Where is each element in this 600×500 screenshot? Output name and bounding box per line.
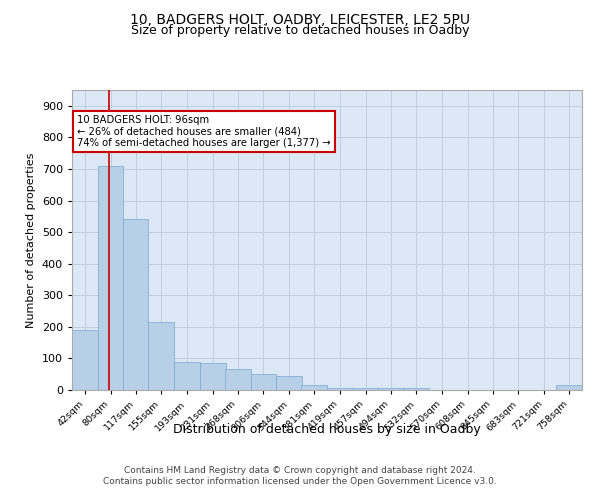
Bar	[353, 388, 379, 390]
Text: Distribution of detached houses by size in Oadby: Distribution of detached houses by size …	[173, 422, 481, 436]
Text: 10 BADGERS HOLT: 96sqm
← 26% of detached houses are smaller (484)
74% of semi-de: 10 BADGERS HOLT: 96sqm ← 26% of detached…	[77, 116, 331, 148]
Bar	[200, 363, 226, 390]
Bar	[98, 166, 124, 390]
Bar	[174, 362, 200, 390]
Bar	[556, 386, 582, 390]
Text: Contains public sector information licensed under the Open Government Licence v3: Contains public sector information licen…	[103, 478, 497, 486]
Text: Size of property relative to detached houses in Oadby: Size of property relative to detached ho…	[131, 24, 469, 37]
Y-axis label: Number of detached properties: Number of detached properties	[26, 152, 36, 328]
Bar	[225, 370, 251, 390]
Bar	[403, 388, 429, 390]
Bar	[72, 330, 98, 390]
Text: 10, BADGERS HOLT, OADBY, LEICESTER, LE2 5PU: 10, BADGERS HOLT, OADBY, LEICESTER, LE2 …	[130, 12, 470, 26]
Bar	[378, 388, 403, 390]
Bar	[276, 376, 302, 390]
Text: Contains HM Land Registry data © Crown copyright and database right 2024.: Contains HM Land Registry data © Crown c…	[124, 466, 476, 475]
Bar	[251, 374, 276, 390]
Bar	[148, 322, 174, 390]
Bar	[123, 220, 148, 390]
Bar	[327, 388, 353, 390]
Bar	[301, 386, 327, 390]
